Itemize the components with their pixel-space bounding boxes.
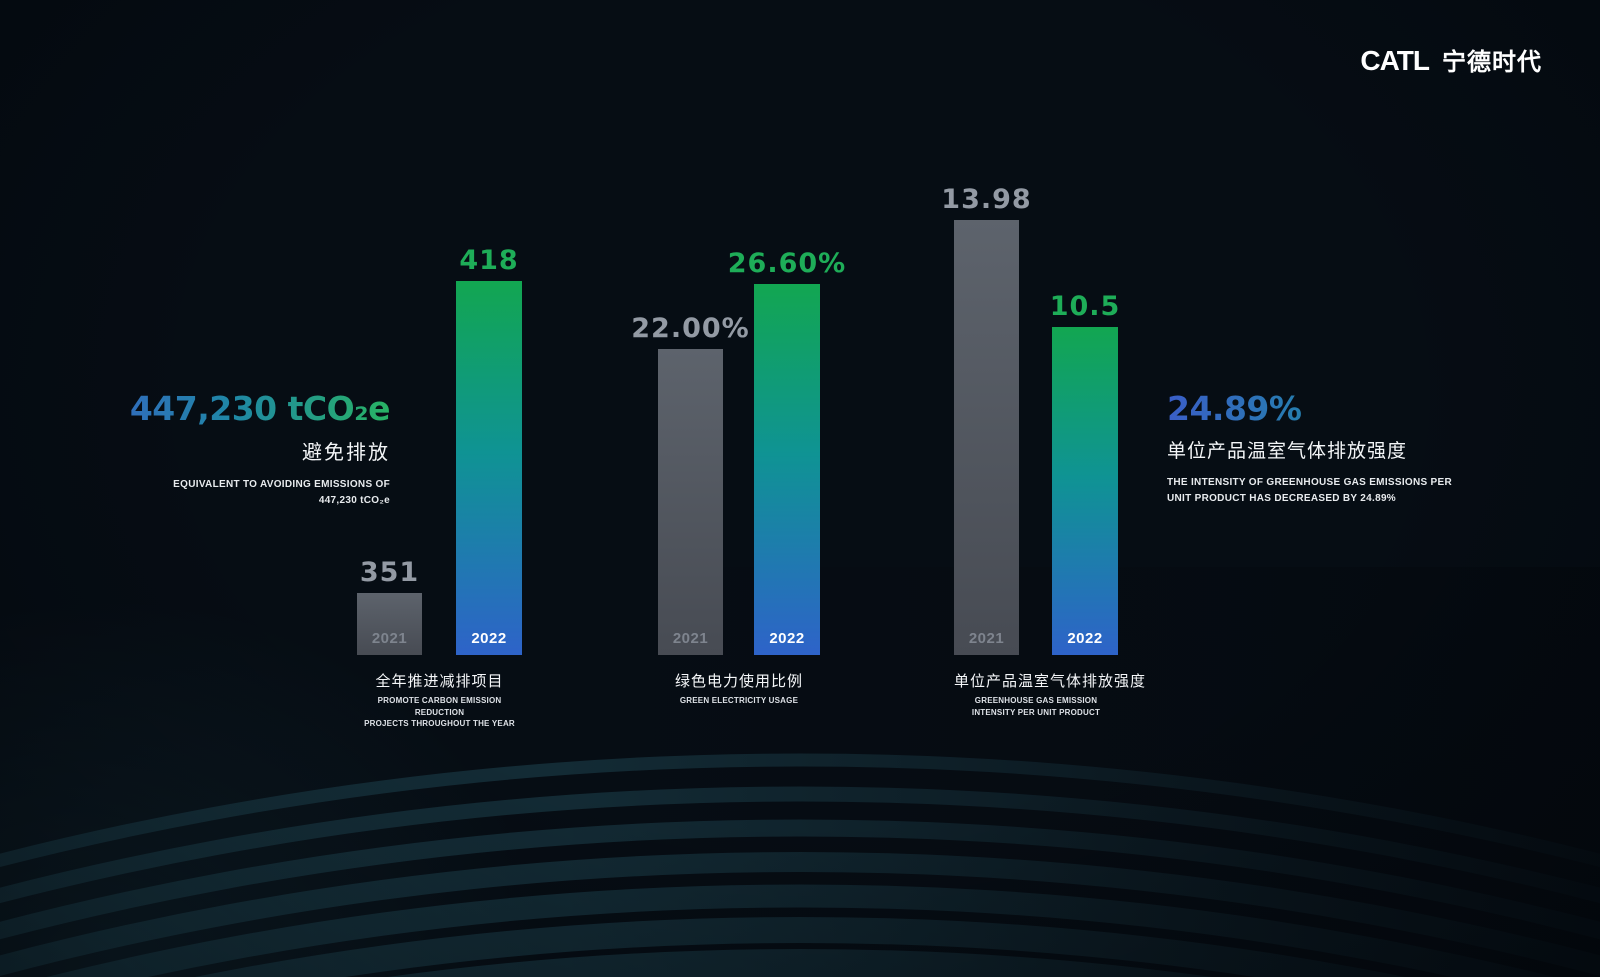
bar-column-2021: 351 2021 bbox=[357, 559, 422, 655]
catl-chinese-wordmark: 宁德时代 bbox=[1442, 49, 1542, 76]
avoided-emissions-stat-block: 447,230 tCO₂e 避免排放 EQUIVALENT TO AVOIDIN… bbox=[60, 392, 391, 509]
bar-column-2021: 22.00% 2021 bbox=[631, 315, 749, 655]
bar-2022: 2022 bbox=[754, 284, 820, 655]
chart-group-reduction-projects: 351 2021 418 2022 全年推进减排项目 PROMOTE CARBO… bbox=[357, 0, 522, 730]
bar-value-label: 418 bbox=[459, 245, 519, 276]
bar-value-label: 351 bbox=[359, 557, 420, 588]
avoided-emissions-value: 447,230 tCO₂e bbox=[60, 392, 391, 425]
bar-value-label: 26.60% bbox=[727, 248, 847, 279]
bar-year-label: 2021 bbox=[672, 630, 709, 647]
brand-logo: CATL 宁德时代 bbox=[1360, 42, 1542, 77]
group-caption-en: PROMOTE CARBON EMISSION REDUCTION PROJEC… bbox=[364, 696, 515, 729]
intensity-decrease-caption-en: THE INTENSITY OF GREENHOUSE GAS EMISSION… bbox=[1167, 477, 1453, 504]
bar-pair: 22.00% 2021 26.60% 2022 bbox=[631, 0, 845, 655]
bar-year-label: 2021 bbox=[968, 630, 1005, 647]
bar-year-label: 2022 bbox=[769, 630, 805, 647]
bar-column-2022: 26.60% 2022 bbox=[728, 250, 845, 655]
group-caption-en: GREEN ELECTRICITY USAGE bbox=[679, 696, 799, 705]
bar-value-label: 22.00% bbox=[631, 313, 750, 344]
bar-value-label: 13.98 bbox=[941, 184, 1032, 215]
bar-year-label: 2022 bbox=[1067, 630, 1103, 647]
avoided-emissions-caption-en: EQUIVALENT TO AVOIDING EMISSIONS OF 447,… bbox=[173, 479, 390, 506]
intensity-decrease-stat-block: 24.89% 单位产品温室气体排放强度 THE INTENSITY OF GRE… bbox=[1167, 392, 1507, 507]
bar-column-2022: 10.5 2022 bbox=[1049, 291, 1121, 655]
bar-value-label: 10.5 bbox=[1049, 291, 1121, 322]
group-title-cn: 绿色电力使用比例 bbox=[674, 673, 803, 690]
bar-2021: 2021 bbox=[954, 220, 1019, 655]
bar-2022: 2022 bbox=[456, 281, 522, 655]
group-title-cn: 单位产品温室气体排放强度 bbox=[954, 673, 1147, 690]
catl-wordmark: CATL bbox=[1360, 45, 1430, 76]
intensity-decrease-value: 24.89% bbox=[1167, 392, 1507, 425]
bar-pair: 351 2021 418 2022 bbox=[357, 0, 522, 655]
chart-group-ghg-intensity: 13.98 2021 10.5 2022 单位产品温室气体排放强度 GREENH… bbox=[941, 0, 1147, 718]
chart-group-green-electricity: 22.00% 2021 26.60% 2022 绿色电力使用比例 GREEN E… bbox=[631, 0, 845, 707]
bar-2021: 2021 bbox=[658, 349, 723, 655]
group-caption-en: GREENHOUSE GAS EMISSION INTENSITY PER UN… bbox=[971, 696, 1101, 717]
avoided-emissions-label-cn: 避免排放 bbox=[302, 442, 390, 464]
bar-column-2022: 418 2022 bbox=[456, 247, 522, 655]
bar-year-label: 2022 bbox=[471, 630, 507, 647]
bar-column-2021: 13.98 2021 bbox=[941, 186, 1031, 655]
intensity-decrease-label-cn: 单位产品温室气体排放强度 bbox=[1167, 441, 1408, 462]
group-title-cn: 全年推进减排项目 bbox=[375, 673, 504, 690]
bar-year-label: 2021 bbox=[371, 630, 408, 647]
bar-2021: 2021 bbox=[357, 593, 422, 655]
bar-pair: 13.98 2021 10.5 2022 bbox=[941, 0, 1121, 655]
bar-2022: 2022 bbox=[1052, 327, 1118, 655]
